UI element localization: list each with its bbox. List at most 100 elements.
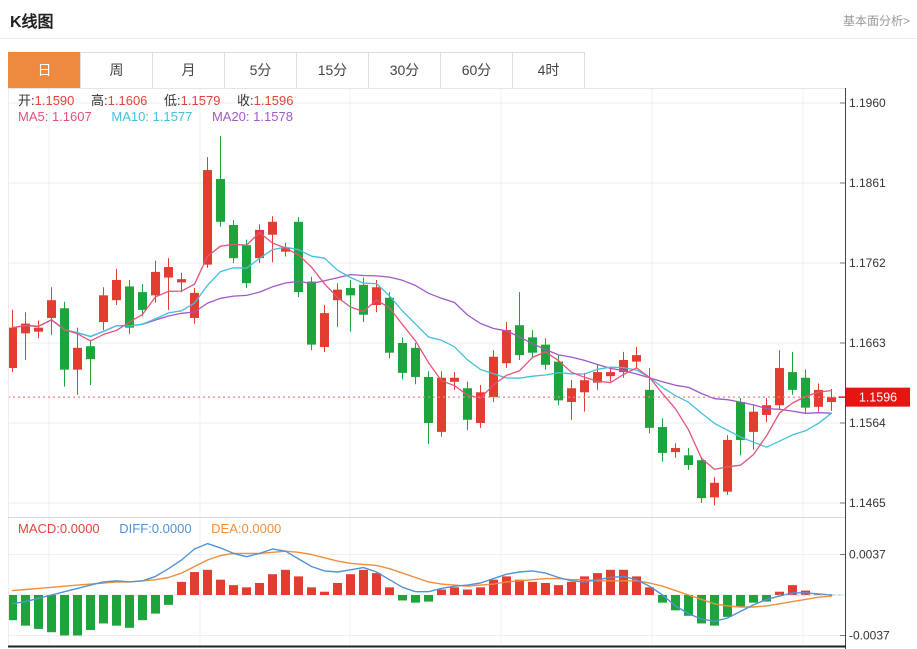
- macd-bar: [242, 587, 251, 595]
- dea-line: [11, 550, 833, 608]
- candle-body: [203, 170, 212, 265]
- current-price-value: 1.1596: [859, 391, 897, 405]
- candle-body: [268, 221, 277, 235]
- macd-bar: [671, 595, 680, 611]
- macd-bar: [541, 582, 550, 595]
- candle-body: [21, 323, 30, 334]
- macd-bar: [515, 579, 524, 595]
- tab-month[interactable]: 月: [152, 52, 225, 89]
- macd-bar: [411, 595, 420, 603]
- candle-body: [554, 361, 563, 401]
- candle-body: [528, 337, 537, 353]
- macd-bar: [762, 595, 771, 602]
- candle-body: [710, 482, 719, 498]
- macd-bar: [489, 579, 498, 595]
- macd-bar: [229, 585, 238, 595]
- candle-body: [489, 356, 498, 398]
- macd-bar: [697, 595, 706, 624]
- candle-body: [164, 267, 173, 278]
- candle-body: [359, 284, 368, 315]
- macd-bar: [346, 574, 355, 595]
- macd-bar: [164, 595, 173, 605]
- candle-body: [177, 279, 186, 283]
- page-title: K线图: [10, 14, 54, 31]
- macd-bar: [580, 576, 589, 595]
- ma5-line: [11, 231, 833, 471]
- macd-bar: [359, 569, 368, 595]
- candle-body: [125, 286, 134, 328]
- macd-bar: [21, 595, 30, 626]
- macd-bar: [658, 595, 667, 603]
- macd-bar: [710, 595, 719, 626]
- candle-body: [632, 355, 641, 362]
- candle-body: [775, 368, 784, 406]
- candle-body: [138, 292, 147, 310]
- candle-body: [827, 397, 836, 402]
- candle-body: [99, 295, 108, 322]
- macd-bar: [294, 576, 303, 595]
- candle-body: [541, 344, 550, 365]
- ma20-line: [11, 273, 833, 414]
- candle-body: [86, 346, 95, 360]
- candle-body: [788, 372, 797, 390]
- macd-bar: [476, 587, 485, 595]
- macd-bar: [8, 595, 17, 621]
- interval-tabs: 日周月 5分 15分 30分 60分 4时: [8, 52, 585, 89]
- candle-body: [684, 455, 693, 466]
- fundamental-analysis-link[interactable]: 基本面分析>: [842, 14, 910, 28]
- macd-bar: [684, 595, 693, 616]
- macd-bar: [151, 595, 160, 614]
- macd-bar: [619, 569, 628, 595]
- y-axis-label: 1.1564: [849, 416, 886, 430]
- tab-day[interactable]: 日: [8, 52, 81, 89]
- tab-60min[interactable]: 60分: [440, 52, 513, 89]
- macd-bar: [450, 587, 459, 595]
- candle-body: [606, 372, 615, 377]
- candle-body: [385, 297, 394, 353]
- macd-bar: [177, 581, 186, 595]
- candle-body: [580, 380, 589, 393]
- candle-body: [502, 330, 511, 364]
- macd-bar: [99, 595, 108, 624]
- macd-bar: [528, 581, 537, 595]
- candle-body: [645, 389, 654, 428]
- candle-body: [112, 279, 121, 301]
- macd-bar: [333, 582, 342, 595]
- candle-body: [749, 411, 758, 432]
- candle-body: [736, 401, 745, 440]
- macd-bar: [125, 595, 134, 628]
- candle-body: [593, 372, 602, 383]
- macd-bar: [398, 595, 407, 601]
- candle-body: [242, 245, 251, 284]
- candle-body: [255, 229, 264, 259]
- y-axis-label: 1.1663: [849, 336, 886, 350]
- tab-15min[interactable]: 15分: [296, 52, 369, 89]
- candle-body: [697, 460, 706, 499]
- tab-30min[interactable]: 30分: [368, 52, 441, 89]
- candle-body: [658, 427, 667, 453]
- macd-bar: [645, 587, 654, 595]
- candle-body: [34, 327, 43, 332]
- macd-bar: [567, 581, 576, 595]
- diff-line: [11, 542, 833, 622]
- candle-body: [73, 347, 82, 370]
- candle-body: [47, 300, 56, 318]
- macd-bar: [775, 591, 784, 595]
- candle-body: [346, 288, 355, 296]
- candle-body: [8, 327, 17, 369]
- candle-body: [294, 221, 303, 293]
- macd-bar: [47, 595, 56, 633]
- tab-5min[interactable]: 5分: [224, 52, 297, 89]
- candle-body: [476, 392, 485, 423]
- candle-body: [515, 325, 524, 356]
- macd-bar: [86, 595, 95, 631]
- candle-body: [762, 405, 771, 415]
- macd-bar: [372, 573, 381, 595]
- macd-bar: [281, 569, 290, 595]
- macd-bar: [34, 595, 43, 629]
- macd-layer: [8, 542, 843, 636]
- ma-layer: [11, 231, 833, 471]
- candle-body: [216, 178, 225, 222]
